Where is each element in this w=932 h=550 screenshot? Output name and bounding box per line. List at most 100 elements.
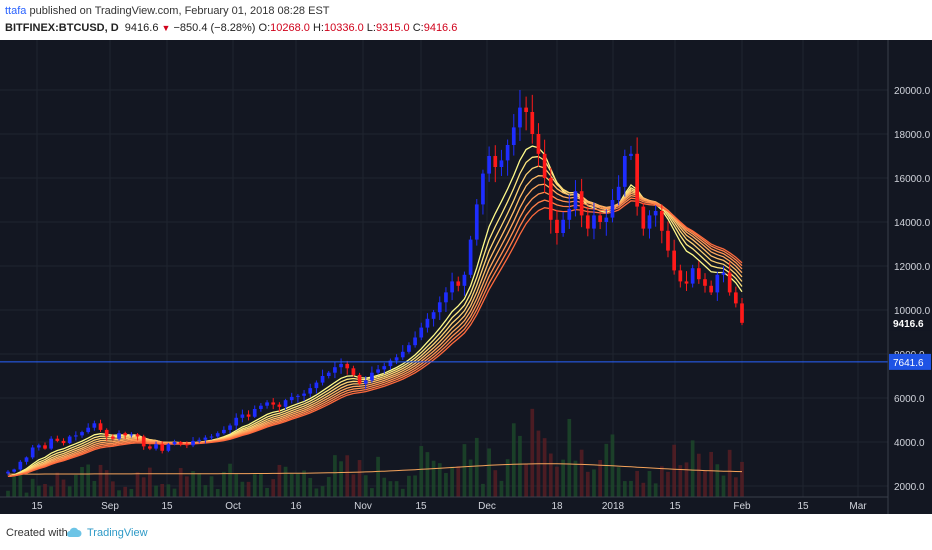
volume-bar (376, 456, 380, 497)
time-tick-label: 2018 (602, 501, 625, 512)
volume-bar (104, 470, 109, 497)
volume-bar (314, 488, 319, 497)
candle-body (394, 357, 399, 361)
volume-bar (505, 459, 510, 497)
volume-bar (252, 474, 257, 497)
volume-bar (67, 486, 72, 497)
volume-bar (55, 472, 60, 497)
time-axis[interactable]: 15 Sep 15 Oct 16 Nov 15 Dec 18 2018 15 Feb 15 Mar (31, 501, 867, 512)
author-link[interactable]: ttafa (5, 5, 27, 17)
time-tick-label: Oct (225, 501, 241, 512)
volume-bar (419, 446, 424, 497)
high-value: 10336.0 (323, 22, 364, 34)
tradingview-brand-link[interactable]: TradingView (87, 527, 148, 539)
volume-bar (320, 486, 325, 497)
candle-body (320, 376, 325, 383)
volume-bar (363, 475, 368, 497)
candle-body (641, 206, 646, 229)
ma-ribbon-line (7, 197, 743, 478)
candle-body (598, 215, 602, 222)
candle-body (259, 405, 263, 409)
volume-bar (592, 469, 596, 497)
time-tick-label: Sep (101, 501, 119, 512)
volume-bar (394, 481, 399, 497)
volume-bar (567, 418, 572, 497)
ma-ribbon-line (7, 191, 743, 478)
volume-bar (635, 470, 639, 497)
volume-bar (579, 449, 584, 497)
volume-bar (160, 483, 165, 497)
volume-bar (18, 472, 23, 497)
volume-bar (666, 471, 670, 497)
candle-body (178, 442, 183, 445)
price-chart[interactable]: 2000.04000.06000.08000.010000.012000.014… (0, 40, 932, 514)
candle-body (592, 215, 596, 229)
candle-body (678, 270, 683, 282)
candle-body (573, 191, 578, 209)
volume-bar (524, 463, 528, 497)
volume-bar (302, 470, 306, 497)
candle-body (191, 440, 195, 446)
candle-body (672, 250, 677, 271)
volume-bar (203, 485, 208, 497)
candle-body (653, 211, 658, 216)
chart-header: ttafa published on TradingView.com, Febr… (0, 0, 932, 40)
candle-body (283, 400, 288, 407)
volume-bar (400, 488, 405, 497)
time-tick-label: 15 (669, 501, 681, 512)
volume-bar (641, 482, 646, 497)
high-label: H: (312, 22, 324, 34)
candle-body (209, 436, 214, 438)
created-with-text: Created with (6, 527, 68, 539)
volume-bar (518, 435, 522, 497)
candle-body (234, 417, 239, 426)
candle-body (407, 345, 411, 352)
candle-body (98, 423, 103, 430)
volume-bar (703, 470, 707, 497)
volume-bar (49, 486, 54, 497)
volume-bar (690, 440, 695, 497)
last-price: 9416.6 (124, 22, 159, 34)
candle-body (493, 156, 498, 167)
volume-bar (733, 477, 738, 497)
volume-bar (468, 459, 473, 497)
down-arrow-icon: ▼ (161, 23, 171, 33)
volume-bar (166, 484, 171, 497)
candle-body (246, 414, 251, 417)
candle-body (363, 380, 368, 384)
candle-body (240, 414, 245, 418)
volume-bar (228, 463, 232, 497)
volume-bars (6, 408, 744, 497)
candle-body (499, 160, 504, 167)
volume-bar (339, 461, 343, 497)
volume-bar (696, 453, 701, 497)
candle-body (530, 112, 535, 134)
price-tick-label: 10000.0 (894, 306, 931, 317)
symbol-label[interactable]: BITFINEX:BTCUSD, D (5, 22, 119, 34)
candle-body (302, 393, 306, 396)
volume-bar (43, 484, 47, 497)
candle-body (148, 446, 152, 449)
volume-bar (616, 467, 621, 497)
volume-bar (555, 466, 559, 497)
candle-body (437, 302, 442, 313)
tradingview-cloud-icon (66, 527, 82, 538)
price-axis[interactable]: 2000.04000.06000.08000.010000.012000.014… (889, 86, 931, 493)
volume-bar (548, 453, 553, 497)
volume-bar (573, 460, 578, 497)
low-value: 9315.0 (375, 22, 410, 34)
publish-info: ttafa published on TradingView.com, Febr… (5, 5, 330, 17)
volume-bar (715, 464, 720, 497)
candle-body (61, 440, 66, 444)
volume-ma-line (8, 463, 743, 475)
candle-body (67, 436, 72, 444)
candle-body (647, 215, 652, 229)
candle-body (684, 281, 689, 284)
volume-bar (92, 480, 97, 497)
volume-bar (265, 487, 269, 497)
candle-body (450, 281, 454, 293)
candle-body (721, 272, 726, 275)
candle-body (487, 156, 491, 174)
volume-bar (407, 475, 411, 497)
candle-body (709, 285, 714, 293)
